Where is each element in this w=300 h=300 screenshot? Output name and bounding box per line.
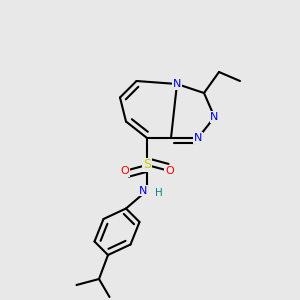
Text: O: O (120, 166, 129, 176)
Text: H: H (154, 188, 162, 199)
Text: S: S (143, 158, 151, 172)
Text: O: O (165, 166, 174, 176)
Text: N: N (194, 133, 202, 143)
Text: N: N (173, 79, 181, 89)
Text: N: N (139, 185, 147, 196)
Text: N: N (210, 112, 219, 122)
